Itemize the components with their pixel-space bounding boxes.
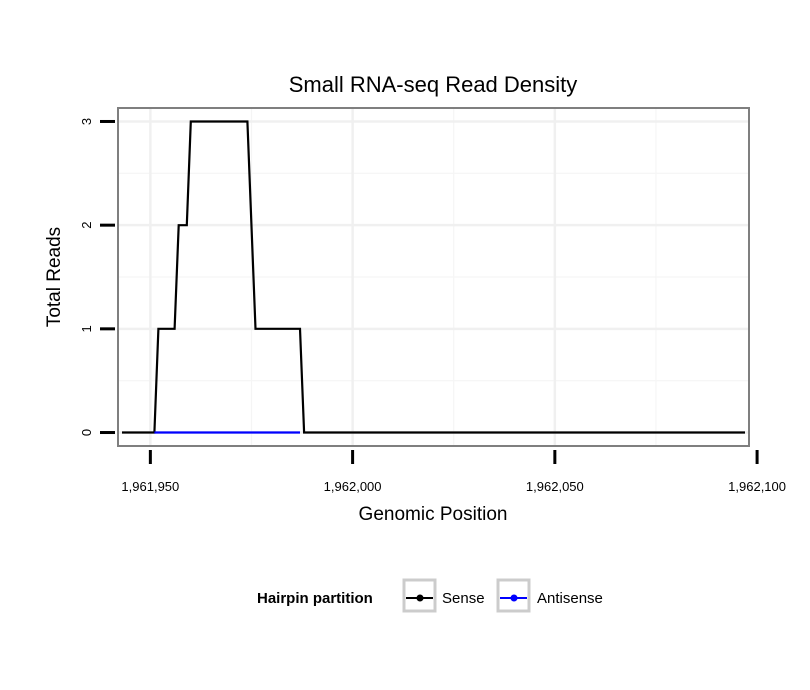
legend-label-antisense: Antisense	[537, 590, 603, 607]
x-axis-title: Genomic Position	[359, 504, 508, 525]
series-layer	[122, 120, 745, 434]
legend-swatch-point-sense	[416, 594, 424, 602]
legend-title: Hairpin partition	[257, 590, 373, 607]
x-tick-label: 1,961,950	[121, 479, 179, 494]
x-tick-label: 1,962,050	[526, 479, 584, 494]
legend: Hairpin partition Sense Antisense	[257, 578, 603, 613]
legend-swatch-point-antisense	[510, 594, 518, 602]
x-tick-label: 1,962,100	[728, 479, 786, 494]
series-line-sense	[122, 120, 745, 434]
plot-panel-border	[117, 107, 750, 447]
x-tick-label: 1,962,000	[324, 479, 382, 494]
y-tick-label: 0	[79, 429, 94, 436]
y-tick-label: 2	[79, 222, 94, 229]
legend-label-sense: Sense	[442, 590, 485, 607]
chart-title: Small RNA-seq Read Density	[289, 72, 578, 97]
axis-layer: 1,961,950 1,962,000 1,962,050 1,962,100 0 1 2 3	[79, 118, 786, 494]
y-axis-title: Total Reads	[44, 227, 65, 327]
y-tick-label: 1	[79, 325, 94, 332]
grid-layer	[118, 108, 749, 446]
y-tick-label: 3	[79, 118, 94, 125]
legend-key-sense	[402, 578, 437, 613]
